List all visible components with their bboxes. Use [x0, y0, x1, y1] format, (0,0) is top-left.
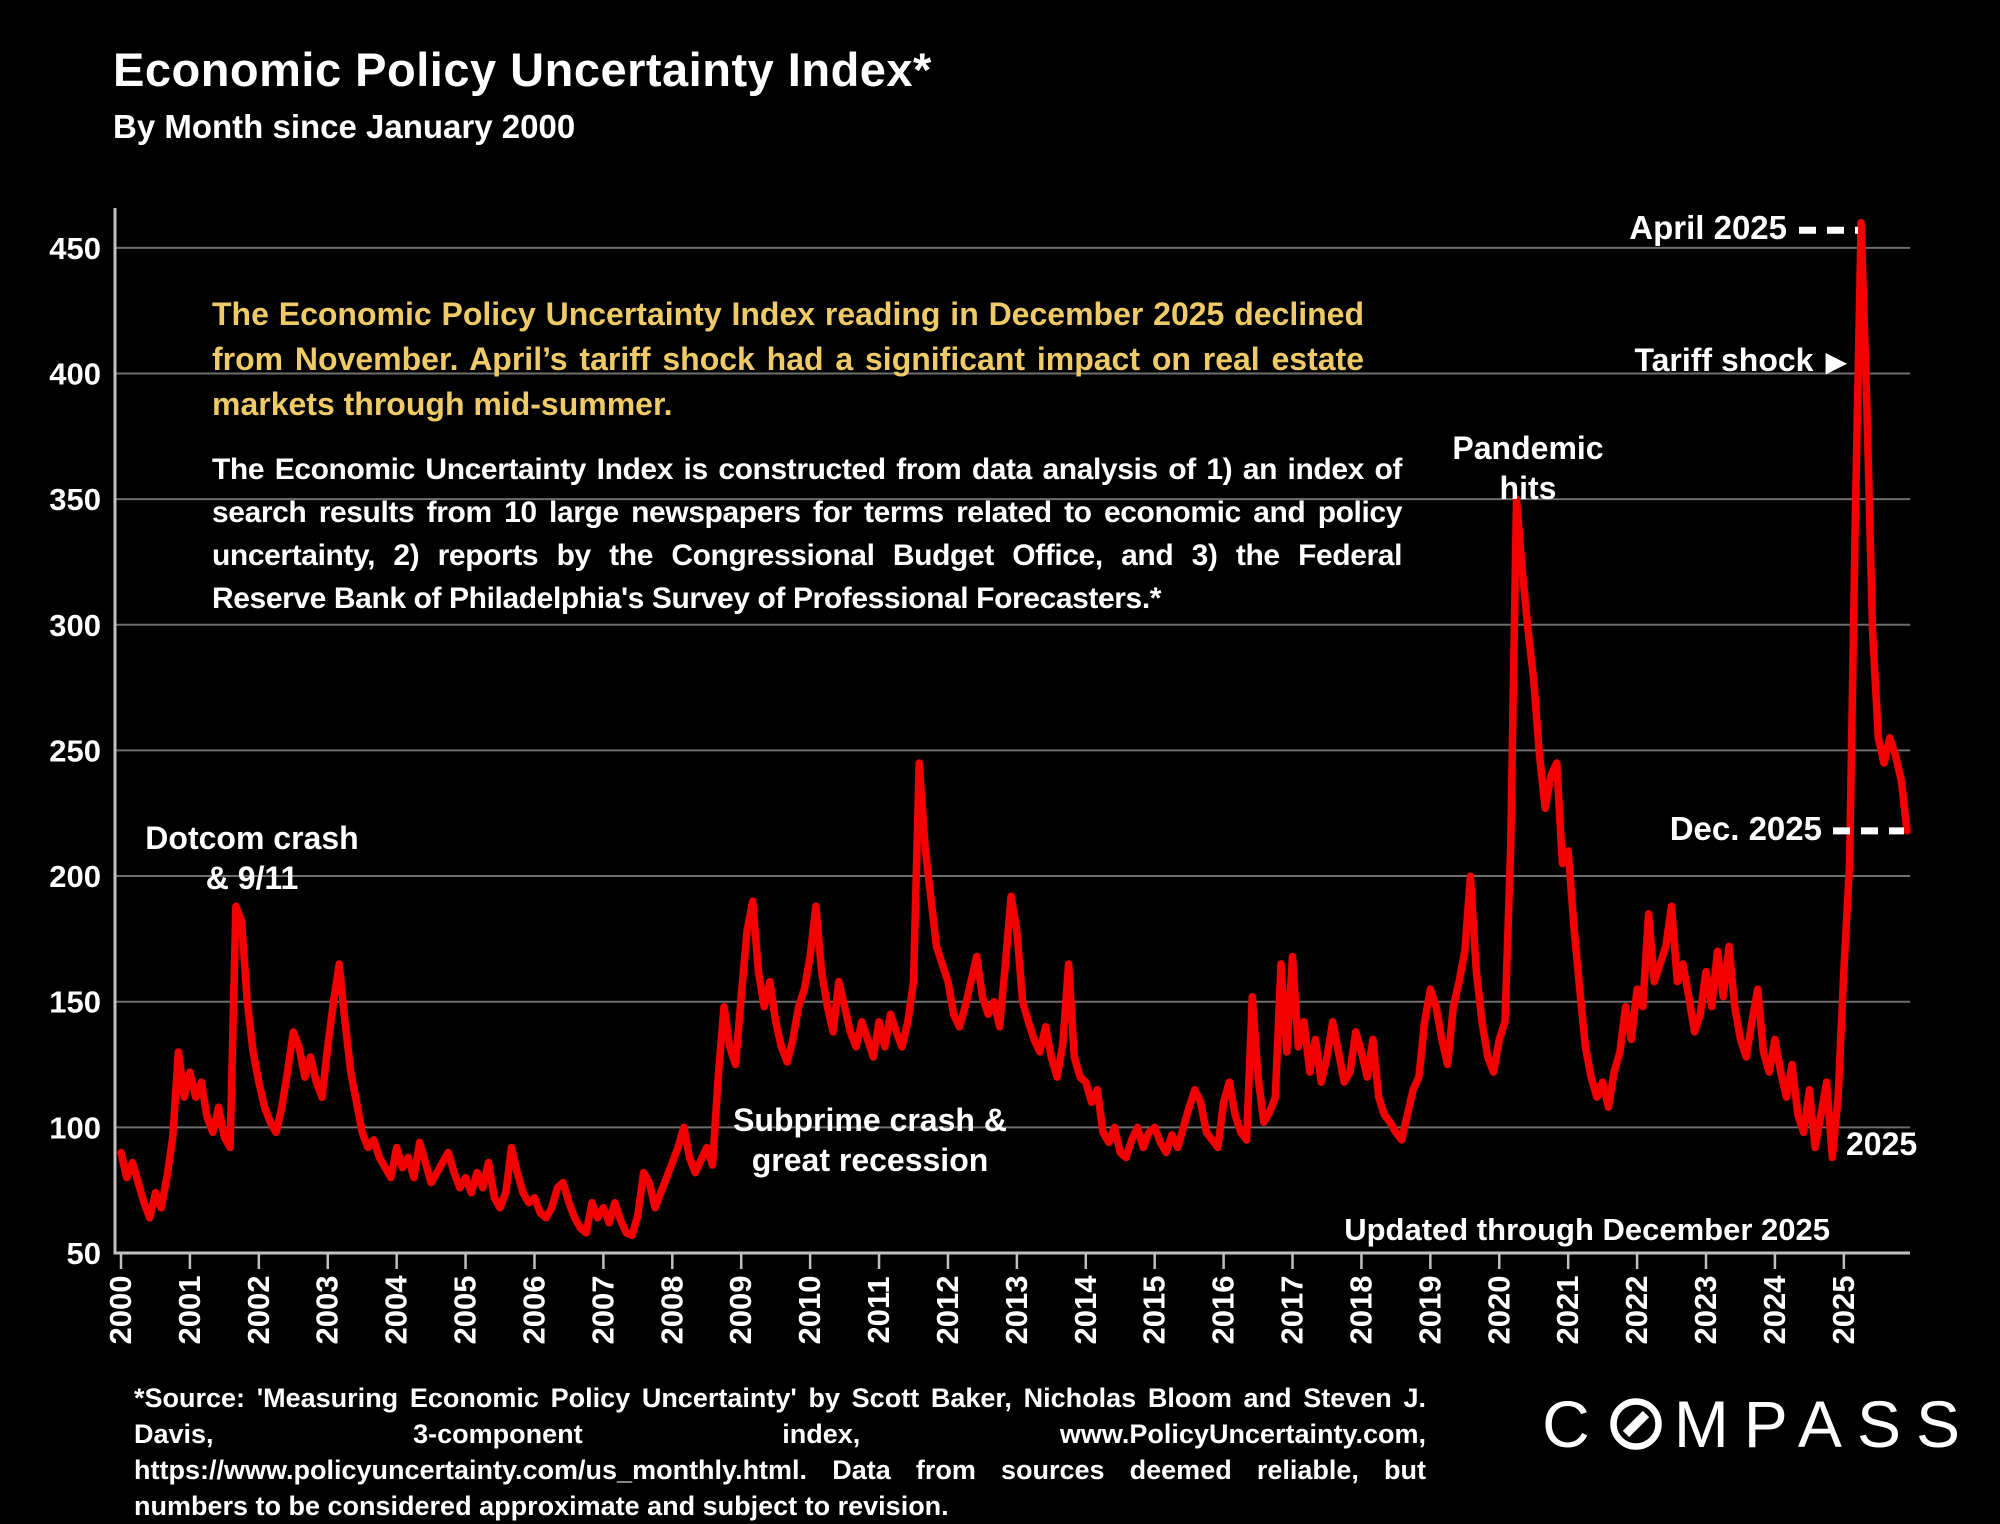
annotation-subprime-crash: Subprime crash & great recession — [690, 1100, 1050, 1180]
x-axis-label-2015: 2015 — [1137, 1276, 1172, 1345]
x-axis-label-2020: 2020 — [1481, 1276, 1516, 1345]
y-axis-label-400: 400 — [49, 356, 101, 391]
annotation-updated-through: Updated through December 2025 — [1344, 1212, 1830, 1247]
annotation-pandemic-line2: hits — [1499, 470, 1557, 506]
x-axis-label-2010: 2010 — [792, 1276, 827, 1345]
annotation-pandemic-hits: Pandemic hits — [1418, 428, 1638, 508]
commentary-body: The Economic Uncertainty Index is constr… — [212, 453, 1402, 615]
annotation-pandemic-line1: Pandemic — [1452, 430, 1604, 466]
y-axis-label-250: 250 — [49, 733, 101, 768]
x-axis-label-2012: 2012 — [930, 1276, 965, 1345]
page-subtitle: By Month since January 2000 — [113, 108, 576, 145]
annotation-dotcom-crash: Dotcom crash & 9/11 — [112, 818, 392, 898]
x-axis-label-2007: 2007 — [585, 1276, 620, 1345]
x-axis-label-2019: 2019 — [1412, 1276, 1447, 1345]
x-axis-label-2018: 2018 — [1343, 1276, 1378, 1345]
y-axis-label-100: 100 — [49, 1110, 101, 1145]
page-title: Economic Policy Uncertainty Index* — [113, 43, 932, 96]
x-axis-label-2014: 2014 — [1068, 1275, 1103, 1345]
y-axis-label-200: 200 — [49, 859, 101, 894]
x-axis-label-2011: 2011 — [861, 1276, 896, 1343]
x-axis-label-2021: 2021 — [1550, 1276, 1585, 1345]
x-axis-label-2017: 2017 — [1275, 1276, 1310, 1345]
y-axis-label-300: 300 — [49, 608, 101, 643]
annotation-dotcom-line2: & 9/11 — [205, 860, 299, 896]
y-axis-label-450: 450 — [49, 231, 101, 266]
annotation-dotcom-line1: Dotcom crash — [145, 820, 359, 856]
annotation-subprime-line2: great recession — [751, 1142, 989, 1178]
commentary-highlight: The Economic Policy Uncertainty Index re… — [212, 296, 1364, 422]
x-axis-label-2008: 2008 — [654, 1276, 689, 1345]
y-axis-label-50: 50 — [67, 1236, 101, 1271]
annotation-dec-2025: Dec. 2025 — [1669, 809, 1822, 847]
x-axis-label-2009: 2009 — [723, 1276, 758, 1345]
x-axis-label-2006: 2006 — [516, 1276, 551, 1345]
right-arrow-icon: ▶ — [1825, 346, 1847, 377]
x-axis-label-2023: 2023 — [1688, 1276, 1723, 1345]
annotation-april-2025: April 2025 — [1629, 209, 1787, 247]
x-axis-label-2024: 2024 — [1757, 1275, 1792, 1345]
x-axis-label-2000: 2000 — [103, 1276, 138, 1345]
annotation-2025-label: 2025 — [1846, 1126, 1918, 1162]
x-axis-label-2004: 2004 — [379, 1275, 414, 1345]
annotation-subprime-line1: Subprime crash & — [733, 1102, 1007, 1138]
x-axis-label-2002: 2002 — [241, 1276, 276, 1345]
source-note: *Source: 'Measuring Economic Policy Unce… — [134, 1383, 1426, 1521]
compass-logo: C MPASS — [1542, 1386, 1975, 1462]
annotation-tariff-label: Tariff shock — [1634, 342, 1814, 378]
x-axis-label-2003: 2003 — [310, 1276, 345, 1345]
epu-series-line — [117, 218, 1911, 1240]
x-axis-label-2013: 2013 — [999, 1276, 1034, 1345]
y-axis-label-150: 150 — [49, 985, 101, 1020]
compass-needle-icon — [1610, 1398, 1662, 1450]
logo-letters-rest: MPASS — [1673, 1387, 1975, 1461]
x-axis-label-2005: 2005 — [448, 1276, 483, 1345]
y-axis-label-350: 350 — [49, 482, 101, 517]
x-axis-label-2016: 2016 — [1206, 1276, 1241, 1345]
x-axis-label-2001: 2001 — [172, 1276, 207, 1345]
logo-letter-c: C — [1542, 1387, 1605, 1461]
x-axis-label-2022: 2022 — [1619, 1276, 1654, 1345]
x-axis-label-2025: 2025 — [1826, 1276, 1861, 1345]
annotation-tariff-shock: Tariff shock ▶ — [1634, 342, 1847, 379]
